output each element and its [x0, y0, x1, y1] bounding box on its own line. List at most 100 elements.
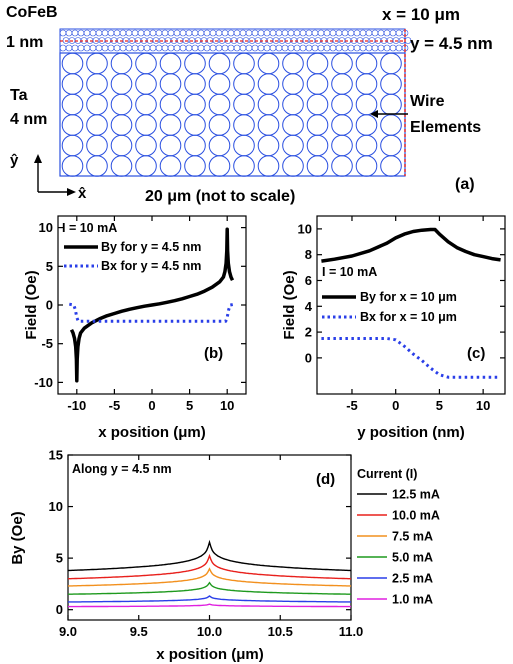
series-line-7-5-ma	[67, 567, 352, 587]
ta-wire-element	[110, 52, 133, 75]
cofeb-wire-element	[125, 44, 133, 52]
y-tick-label: 4	[305, 299, 313, 314]
cofeb-wire-element	[257, 29, 265, 37]
cofeb-wire-element	[149, 29, 157, 37]
ta-wire-element	[380, 52, 402, 75]
cofeb-wire-element	[329, 29, 337, 37]
ta-wire-element	[380, 134, 402, 157]
cofeb-wire-element	[221, 44, 229, 52]
cofeb-wire-element	[83, 44, 91, 52]
series-line-10-0-ma	[67, 553, 352, 580]
cofeb-wire-element	[299, 29, 307, 37]
cofeb-wire-element	[347, 44, 355, 52]
ta-wire-element	[184, 73, 206, 95]
y-tick-label: 10	[39, 220, 53, 235]
cofeb-wire-element	[329, 44, 337, 52]
ta-wire-element	[184, 155, 206, 177]
ta-wire-element	[135, 155, 157, 177]
ta-wire-element	[257, 114, 280, 136]
y-tick-label: 2	[305, 325, 312, 340]
x-tick-label: 10.0	[197, 624, 222, 639]
cofeb-wire-element	[185, 29, 193, 37]
x-tick-label: 10	[220, 398, 234, 413]
cofeb-wire-element	[353, 44, 361, 52]
cofeb-wire-element	[275, 44, 283, 52]
y-tick-label: 5	[46, 259, 53, 274]
ta-wire-element	[86, 155, 108, 177]
cofeb-wire-element	[239, 29, 247, 37]
ta-wire-element	[282, 134, 304, 157]
legend-entry: 10.0 mA	[392, 509, 440, 523]
wire-label-line2: Elements	[410, 119, 481, 136]
y-tick-label: 10	[298, 221, 312, 236]
cofeb-wire-element	[239, 44, 247, 52]
ta-wire-element	[282, 155, 304, 177]
cofeb-wire-element	[257, 44, 265, 52]
ta-wire-element	[86, 73, 108, 95]
cofeb-wire-element	[89, 44, 97, 52]
panel-b-legend-by: By for y = 4.5 nm	[101, 240, 201, 254]
ta-wire-element	[135, 93, 157, 116]
cofeb-wire-element	[77, 29, 85, 37]
panel-c-chart: -5 0 5 10 0 2 4 6 8 10 I = 10 mA By for x = 10 μm…	[281, 215, 506, 441]
ta-wire-element	[233, 155, 255, 177]
ta-wire-element	[86, 52, 108, 75]
cofeb-wire-element	[113, 44, 121, 52]
panel-d-legend-title: Current (I)	[357, 467, 417, 481]
cofeb-wire-element	[227, 44, 235, 52]
cofeb-wire-element	[275, 29, 283, 37]
y-tick-label: 5	[56, 551, 63, 566]
panel-d-chart: 9.0 9.5 10.0 10.5 11.0 0 5 10 15 Along y = 4.5 n…	[9, 448, 440, 664]
cofeb-wire-element	[71, 44, 79, 52]
cofeb-wire-element	[395, 44, 403, 52]
cofeb-wire-element	[137, 29, 145, 37]
cofeb-wire-element	[323, 29, 331, 37]
ta-wire-element	[184, 52, 206, 75]
ta-wire-element	[355, 52, 378, 75]
panel-c-ticks: -5 0 5 10 0 2 4 6 8 10	[298, 216, 505, 413]
cofeb-wire-element	[371, 44, 379, 52]
cofeb-wire-element	[221, 29, 229, 37]
legend-entry: 7.5 mA	[392, 530, 433, 544]
cofeb-wire-element	[263, 29, 271, 37]
ta-wire-element	[110, 114, 133, 136]
cofeb-wire-element	[341, 29, 349, 37]
ta-wire-element	[257, 155, 280, 177]
panel-c-legend-bx: Bx for x = 10 μm	[360, 310, 457, 324]
ta-wire-element	[208, 73, 231, 95]
cofeb-wire-element	[269, 29, 277, 37]
ta-layer	[59, 52, 406, 177]
panel-a-label: (a)	[455, 176, 475, 193]
ta-wire-element	[331, 114, 353, 136]
y-tick-label: -5	[41, 336, 53, 351]
panel-b-ticks: -10 -5 0 5 10 -10 -5 0 5 10	[34, 216, 246, 413]
ta-wire-element	[159, 73, 182, 95]
cofeb-wire-element	[209, 29, 217, 37]
cofeb-wire-element	[371, 29, 379, 37]
panel-d-legend: 12.5 mA 10.0 mA 7.5 mA 5.0 mA 2.5 mA 1.0 mA	[357, 488, 440, 607]
panel-a: CoFeB 1 nm Ta 4 nm x = 10 μm y = 4.5 nm …	[6, 4, 493, 205]
cofeb-wire-element	[335, 29, 343, 37]
y-tick-label: -10	[34, 375, 53, 390]
cofeb-wire-element	[131, 44, 139, 52]
ta-wire-element	[159, 114, 182, 136]
ta-wire-element	[208, 134, 231, 157]
x-tick-label: 9.5	[130, 624, 148, 639]
cofeb-wire-element	[323, 44, 331, 52]
ta-wire-element	[110, 134, 133, 157]
ta-wire-element	[331, 73, 353, 95]
ta-wire-element	[306, 114, 329, 136]
cofeb-wire-element	[197, 29, 205, 37]
cofeb-wire-element	[335, 44, 343, 52]
wire-label-line1: Wire	[410, 93, 445, 110]
x-tick-label: 10.5	[268, 624, 293, 639]
y-tick-label: 6	[305, 273, 312, 288]
ta-wire-element	[184, 134, 206, 157]
ta-wire-element	[135, 73, 157, 95]
series-line-12-5-ma	[67, 539, 352, 572]
ta-wire-element	[110, 155, 133, 177]
cofeb-wire-element	[131, 29, 139, 37]
cofeb-wire-element	[215, 29, 223, 37]
x-tick-label: -10	[67, 398, 86, 413]
x-tick-label: 0	[392, 398, 399, 413]
